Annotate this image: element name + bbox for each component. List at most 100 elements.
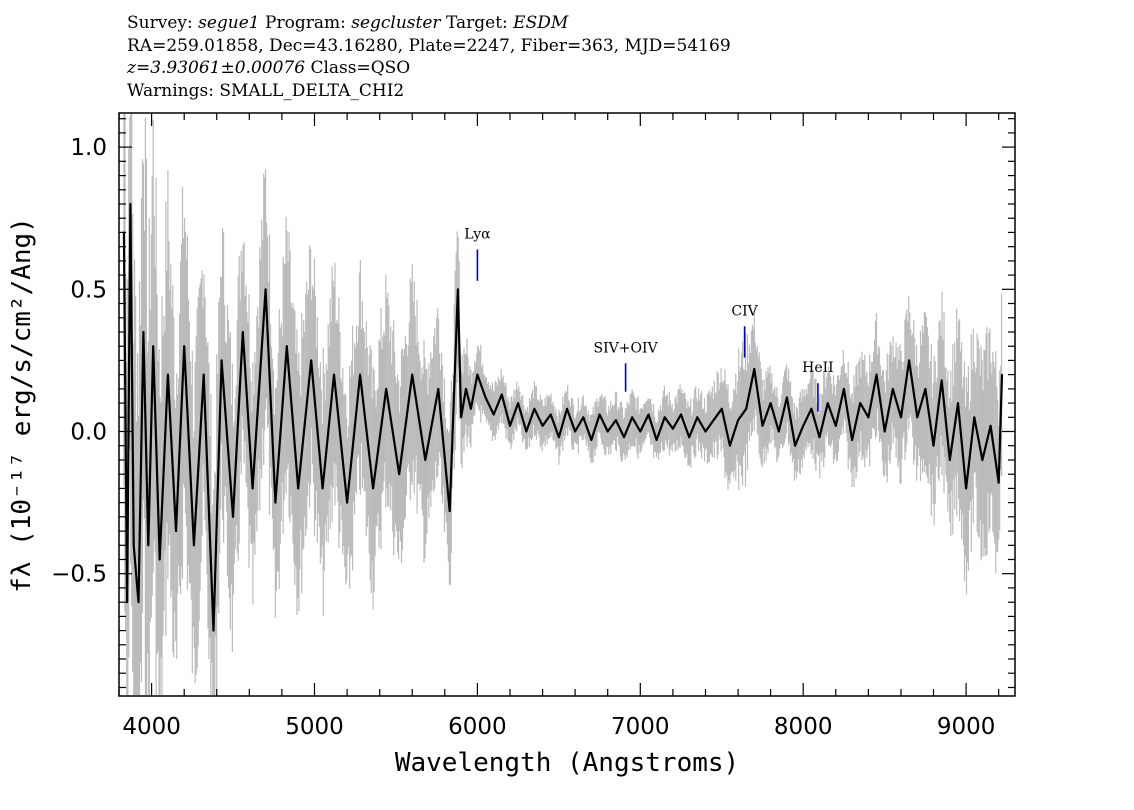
flux-point <box>590 439 593 441</box>
flux-point <box>867 416 870 419</box>
flux-point <box>372 487 374 490</box>
x-axis-title: Wavelength (Angstroms) <box>395 748 739 778</box>
x-tick-label: 4000 <box>122 714 181 740</box>
y-tick-labels: −0.5 0.0 0.5 1.0 <box>51 135 107 588</box>
flux-point <box>470 407 472 410</box>
header-line-coords: RA=259.01858, Dec=43.16280, Plate=2247, … <box>127 35 731 56</box>
flux-point <box>549 413 552 416</box>
flux-point <box>126 601 128 604</box>
flux-point <box>859 402 862 404</box>
flux-point <box>647 413 650 416</box>
flux-point <box>448 510 451 512</box>
flux-point <box>712 419 715 421</box>
flux-point <box>193 544 195 547</box>
flux-point <box>574 430 576 433</box>
flux-point <box>346 501 348 504</box>
flux-point <box>137 601 140 604</box>
header-line-survey: Survey: segue1 Program: segcluster Targe… <box>127 12 731 35</box>
flux-point <box>696 416 699 419</box>
flux-point <box>957 402 959 404</box>
flux-point <box>385 388 388 390</box>
flux-point <box>802 424 805 427</box>
flux-point <box>623 436 625 439</box>
flux-point <box>786 396 788 399</box>
axis-ticks <box>118 113 1015 696</box>
flux-point <box>484 396 487 399</box>
x-tick-label: 5000 <box>285 714 344 740</box>
flux-point <box>509 424 511 427</box>
flux-point <box>843 388 845 390</box>
class-value: Class=QSO <box>310 58 411 78</box>
x-tick-labels: 4000 5000 6000 7000 8000 9000 <box>122 714 995 740</box>
flux-point <box>932 444 935 447</box>
flux-point <box>142 331 145 333</box>
y-tick-label: 1.0 <box>70 135 107 161</box>
flux-point <box>973 416 976 419</box>
flux-point <box>769 402 772 404</box>
flux-point <box>437 388 440 390</box>
flux-point <box>152 345 155 348</box>
flux-point <box>321 487 324 490</box>
survey-label: Survey: <box>127 13 193 33</box>
emission-line-markers: Lyα SIV+OIV CIV HeII <box>464 227 834 412</box>
flux-point <box>891 388 894 390</box>
flux-point <box>777 430 780 433</box>
flux-point <box>264 288 267 291</box>
flux-point <box>158 558 161 561</box>
flux-point <box>834 424 837 427</box>
flux-point <box>851 439 853 441</box>
flux-point <box>794 444 796 447</box>
flux-point <box>745 407 748 410</box>
flux-point <box>818 436 821 439</box>
y-tick-label: 0.0 <box>70 420 107 446</box>
flux-point <box>183 345 186 348</box>
flux-point <box>251 487 254 490</box>
plot-frame <box>118 112 1016 697</box>
flux-point <box>704 430 707 433</box>
flux-point <box>558 436 560 439</box>
flux-point <box>720 407 723 410</box>
spectrum-header: Survey: segue1 Program: segcluster Targe… <box>127 12 731 102</box>
flux-point <box>981 459 984 461</box>
flux-point <box>753 368 756 370</box>
flux-point <box>948 459 951 461</box>
flux-point <box>663 416 666 419</box>
flux-point <box>212 629 215 632</box>
flux-point <box>220 359 223 362</box>
target-label: Target: <box>445 13 508 33</box>
flux-point <box>500 393 503 396</box>
emission-line-label: Lyα <box>464 227 491 243</box>
x-tick-label: 6000 <box>448 714 507 740</box>
flux-point <box>916 416 919 419</box>
flux-point <box>655 439 658 441</box>
flux-point <box>761 424 764 427</box>
redshift-value: z=3.93061±0.00076 <box>127 58 306 78</box>
flux-point <box>566 407 568 410</box>
flux-point <box>232 515 234 518</box>
flux-point <box>680 413 682 416</box>
flux-point <box>688 436 691 439</box>
flux-point <box>175 530 177 532</box>
flux-point <box>457 288 459 291</box>
header-line-redshift: z=3.93061±0.00076 Class=QSO <box>127 57 731 80</box>
flux-point <box>525 430 528 433</box>
flux-point <box>940 379 943 382</box>
flux-point <box>460 416 462 419</box>
flux-point <box>492 413 495 416</box>
emission-line-label: CIV <box>731 303 758 319</box>
x-tick-label: 9000 <box>937 714 996 740</box>
flux-point <box>533 407 536 410</box>
target-value: ESDM <box>513 13 569 33</box>
flux-point <box>875 373 878 376</box>
emission-line-label: HeII <box>802 360 834 376</box>
x-tick-label: 7000 <box>611 714 670 740</box>
flux-point <box>167 373 169 376</box>
flux-point <box>310 359 313 362</box>
y-tick-label: 0.5 <box>70 277 107 303</box>
program-label: Program: <box>265 13 346 33</box>
flux-point <box>900 416 902 419</box>
header-line-warnings: Warnings: SMALL_DELTA_CHI2 <box>127 80 405 101</box>
flux-point <box>465 388 467 390</box>
flux-point <box>147 544 150 547</box>
